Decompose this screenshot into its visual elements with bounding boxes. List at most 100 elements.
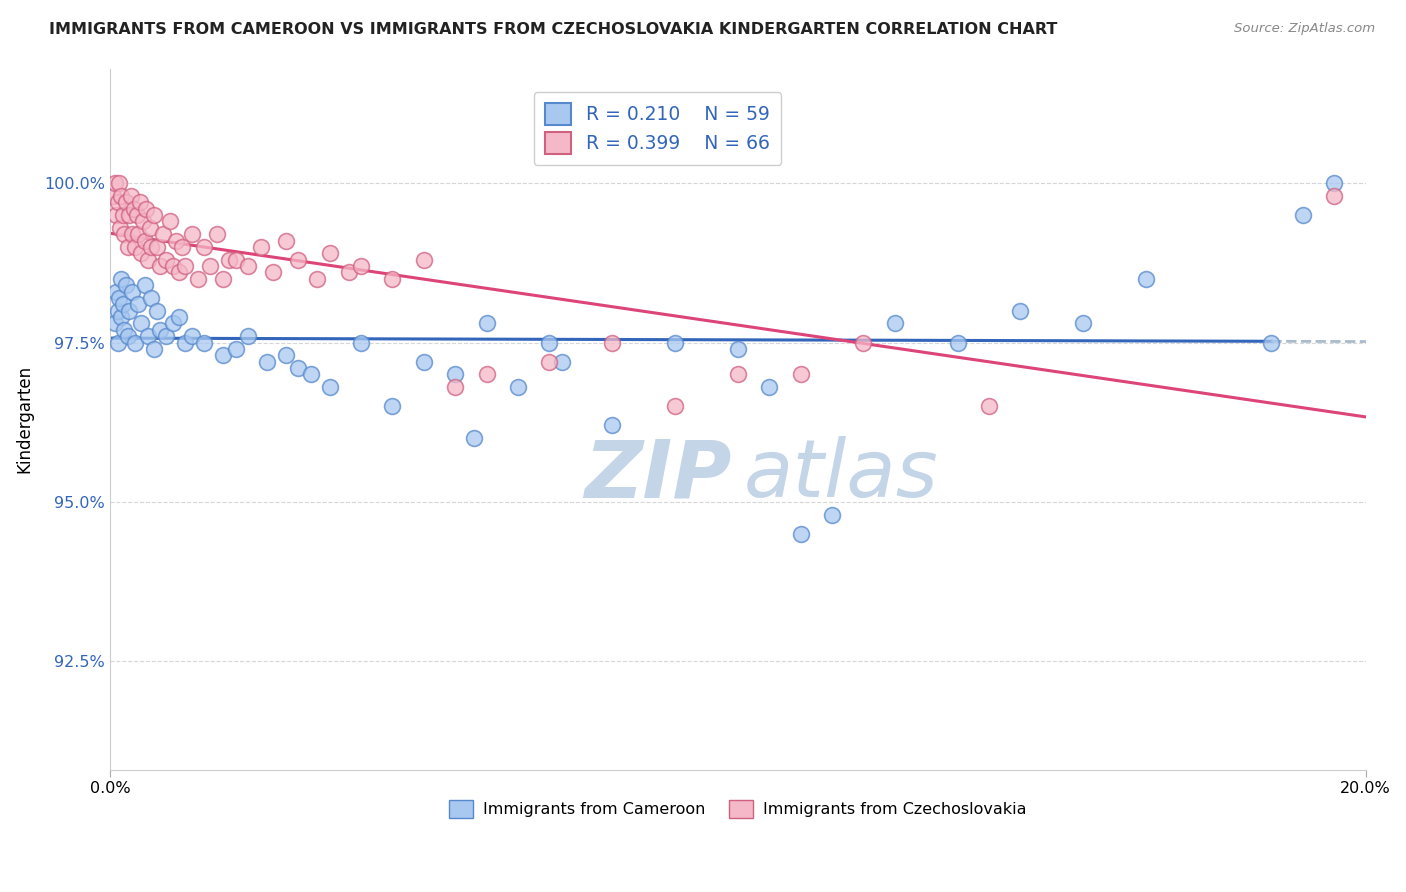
- Point: [180, 329, 202, 343]
- Text: Source: ZipAtlas.com: Source: ZipAtlas.com: [1234, 22, 1375, 36]
- Point: [112, 323, 135, 337]
- Point: [412, 355, 434, 369]
- Point: [200, 259, 222, 273]
- Point: [118, 208, 141, 222]
- Text: ZIP: ZIP: [583, 436, 731, 514]
- Point: [350, 259, 373, 273]
- Point: [112, 227, 135, 242]
- Point: [146, 303, 169, 318]
- Point: [789, 526, 811, 541]
- Point: [162, 317, 184, 331]
- Point: [139, 291, 162, 305]
- Point: [142, 342, 165, 356]
- Point: [174, 259, 197, 273]
- Point: [162, 259, 184, 273]
- Point: [108, 291, 131, 305]
- Point: [121, 285, 143, 299]
- Point: [946, 335, 969, 350]
- Point: [262, 265, 284, 279]
- Text: atlas: atlas: [744, 436, 939, 514]
- Point: [236, 329, 259, 343]
- Point: [111, 208, 134, 222]
- Point: [155, 252, 177, 267]
- Point: [167, 310, 190, 324]
- Point: [551, 355, 574, 369]
- Point: [538, 335, 561, 350]
- Point: [134, 234, 156, 248]
- Point: [159, 214, 181, 228]
- Point: [131, 317, 153, 331]
- Point: [212, 272, 235, 286]
- Point: [124, 240, 146, 254]
- Point: [134, 278, 156, 293]
- Point: [104, 176, 127, 190]
- Point: [172, 240, 194, 254]
- Point: [117, 240, 139, 254]
- Point: [107, 335, 129, 350]
- Point: [107, 195, 129, 210]
- Point: [127, 227, 149, 242]
- Point: [249, 240, 271, 254]
- Point: [381, 400, 404, 414]
- Point: [111, 297, 134, 311]
- Point: [104, 317, 127, 331]
- Point: [131, 246, 153, 260]
- Point: [108, 220, 131, 235]
- Point: [600, 335, 623, 350]
- Point: [758, 380, 780, 394]
- Point: [727, 368, 749, 382]
- Text: IMMIGRANTS FROM CAMEROON VS IMMIGRANTS FROM CZECHOSLOVAKIA KINDERGARTEN CORRELAT: IMMIGRANTS FROM CAMEROON VS IMMIGRANTS F…: [49, 22, 1057, 37]
- Point: [105, 208, 128, 222]
- Point: [299, 368, 322, 382]
- Point: [152, 227, 174, 242]
- Point: [138, 220, 160, 235]
- Point: [506, 380, 529, 394]
- Point: [256, 355, 278, 369]
- Point: [225, 252, 247, 267]
- Point: [475, 317, 498, 331]
- Point: [105, 285, 128, 299]
- Point: [319, 246, 342, 260]
- Point: [1260, 335, 1282, 350]
- Point: [122, 202, 145, 216]
- Point: [727, 342, 749, 356]
- Point: [883, 317, 905, 331]
- Point: [165, 234, 187, 248]
- Point: [135, 202, 157, 216]
- Point: [1135, 272, 1157, 286]
- Point: [664, 400, 686, 414]
- Point: [236, 259, 259, 273]
- Point: [167, 265, 190, 279]
- Point: [136, 329, 159, 343]
- Point: [664, 335, 686, 350]
- Point: [187, 272, 209, 286]
- Point: [444, 380, 467, 394]
- Point: [129, 195, 152, 210]
- Legend: Immigrants from Cameroon, Immigrants from Czechoslovakia: Immigrants from Cameroon, Immigrants fro…: [443, 794, 1032, 825]
- Point: [412, 252, 434, 267]
- Point: [538, 355, 561, 369]
- Point: [120, 189, 142, 203]
- Point: [1323, 176, 1346, 190]
- Point: [1323, 189, 1346, 203]
- Point: [110, 310, 132, 324]
- Point: [193, 240, 215, 254]
- Point: [124, 335, 146, 350]
- Point: [337, 265, 360, 279]
- Point: [307, 272, 329, 286]
- Point: [174, 335, 197, 350]
- Point: [977, 400, 1000, 414]
- Point: [121, 227, 143, 242]
- Point: [118, 303, 141, 318]
- Point: [319, 380, 342, 394]
- Point: [107, 303, 129, 318]
- Point: [142, 208, 165, 222]
- Point: [193, 335, 215, 350]
- Point: [218, 252, 240, 267]
- Point: [444, 368, 467, 382]
- Point: [136, 252, 159, 267]
- Point: [132, 214, 155, 228]
- Point: [205, 227, 228, 242]
- Point: [110, 272, 132, 286]
- Point: [287, 252, 309, 267]
